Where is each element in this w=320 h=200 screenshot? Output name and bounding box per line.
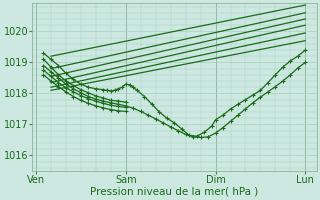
X-axis label: Pression niveau de la mer( hPa ): Pression niveau de la mer( hPa ) [90,187,259,197]
